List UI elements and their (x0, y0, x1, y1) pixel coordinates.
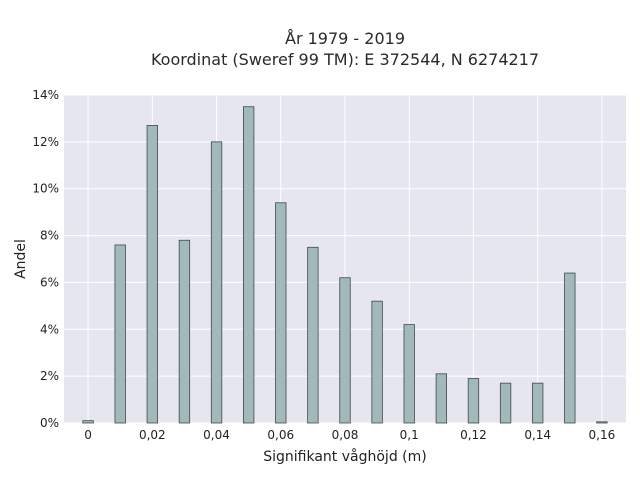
x-axis-title: Signifikant våghöjd (m) (263, 448, 426, 465)
histogram-bar (467, 378, 480, 424)
histogram-bar (82, 420, 94, 424)
chart-title: År 1979 - 2019 Koordinat (Sweref 99 TM):… (0, 28, 640, 70)
y-tick-label: 6% (40, 275, 59, 289)
histogram-bar (371, 300, 383, 424)
x-tick-label: 0,12 (460, 428, 487, 442)
y-axis-title: Andel (13, 239, 29, 279)
histogram-bar (339, 277, 351, 424)
x-tick-label: 0,06 (267, 428, 294, 442)
bars (82, 106, 608, 424)
y-tick-label: 12% (32, 135, 59, 149)
x-tick-label: 0,04 (203, 428, 230, 442)
histogram-bar (532, 382, 544, 424)
y-tick-label: 4% (40, 322, 59, 336)
histogram-bar (403, 324, 415, 424)
y-tick-label: 2% (40, 369, 59, 383)
x-tick-label: 0 (84, 428, 92, 442)
chart-title-line-1: År 1979 - 2019 (285, 29, 405, 48)
histogram-bar (146, 125, 158, 424)
histogram-bar (435, 373, 447, 424)
histogram-bar (596, 421, 608, 424)
x-tick-label: 0,02 (139, 428, 166, 442)
y-axis-ticks: 0% 2% 4% 6% 8% 10% 12% 14% (32, 88, 59, 430)
y-tick-label: 14% (32, 88, 59, 102)
histogram-bar (210, 141, 223, 424)
x-axis-ticks: 0 0,02 0,04 0,06 0,08 0,1 0,12 0,14 0,16 (84, 428, 615, 442)
histogram-bar (114, 244, 126, 424)
y-tick-label: 8% (40, 229, 59, 243)
x-tick-label: 0,1 (400, 428, 419, 442)
histogram-bar (499, 382, 512, 424)
histogram-bar (275, 202, 287, 424)
x-tick-label: 0,08 (332, 428, 359, 442)
histogram-bar (307, 246, 319, 424)
y-tick-label: 10% (32, 182, 59, 196)
x-tick-label: 0,16 (589, 428, 616, 442)
histogram-bar (243, 106, 255, 424)
y-tick-label: 0% (40, 416, 59, 430)
x-tick-label: 0,14 (524, 428, 551, 442)
histogram-bar (564, 272, 576, 424)
chart-title-line-2: Koordinat (Sweref 99 TM): E 372544, N 62… (150, 50, 540, 69)
histogram-bar (178, 239, 191, 424)
